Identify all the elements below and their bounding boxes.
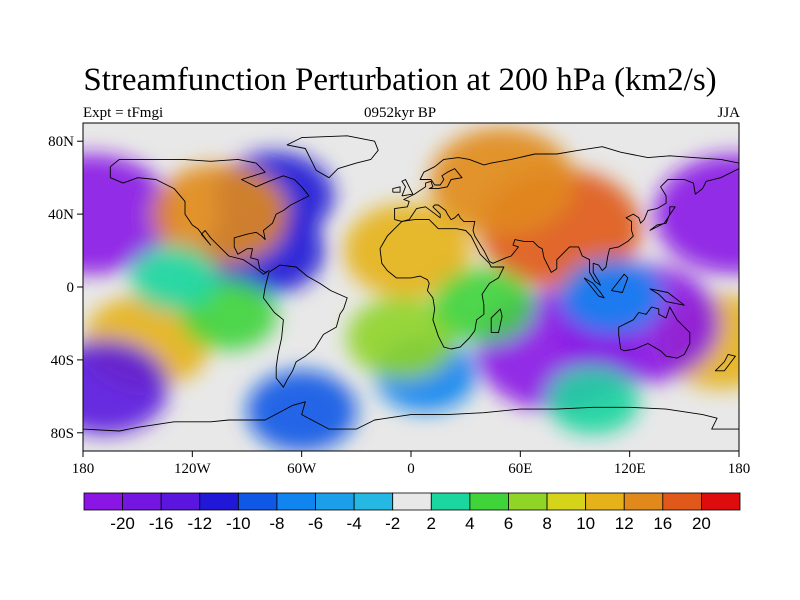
lon-tick-label: 120W: [174, 461, 212, 477]
colorbar-swatch-5: [237, 492, 278, 511]
coastline-10: [618, 306, 691, 359]
lat-tick-label: 40S: [51, 353, 74, 369]
colorbar-swatch-8: [353, 492, 394, 511]
colorbar-label: 4: [465, 514, 474, 533]
colorbar-swatch-6: [276, 492, 316, 511]
colorbar-swatch-12: [508, 492, 548, 511]
colorbar-swatch-17: [701, 492, 741, 511]
axis-ticks: 80N 40N 0 40S 80S 180 120W 60W 0 60E 120E 180: [48, 134, 750, 477]
colorbar-swatch-11: [469, 492, 509, 511]
anomaly-cell-20: [129, 245, 219, 311]
field-layer: [83, 127, 739, 451]
lat-tick-label: 80S: [51, 426, 74, 442]
colorbar-swatch-15: [623, 492, 664, 511]
coastline-1: [109, 158, 310, 275]
colorbar-label: -2: [385, 514, 400, 533]
colorbar-label: -6: [308, 514, 323, 533]
colorbar-label: -20: [110, 514, 135, 533]
time-label: 0952kyr BP: [363, 105, 437, 121]
anomaly-cell-17: [346, 297, 457, 379]
lon-tick-label: 120E: [614, 461, 646, 477]
anomaly-cell-8: [343, 203, 472, 298]
anomaly-cell-15: [546, 365, 640, 435]
anomaly-cell-5: [151, 163, 288, 265]
anomaly-cell-21: [83, 340, 169, 435]
lat-tick-label: 40N: [48, 207, 74, 223]
colorbar-label: 2: [427, 514, 436, 533]
colorbar-label: 8: [542, 514, 551, 533]
coastline-12: [611, 273, 629, 293]
coastline-5: [490, 308, 503, 334]
coastline-15: [714, 353, 736, 372]
coastline-2: [262, 264, 348, 388]
colorbar-swatch-10: [430, 492, 471, 511]
colorbar-label: 20: [692, 514, 711, 533]
colorbar-swatch-3: [160, 492, 201, 511]
coastline-4: [379, 219, 505, 350]
map-title: Streamfunction Perturbation at 200 hPa (…: [83, 62, 717, 98]
colorbar-label: 10: [576, 514, 595, 533]
coastline-8: [392, 186, 401, 193]
colorbar-swatch-16: [662, 492, 702, 511]
colorbar-label: -10: [226, 514, 251, 533]
coastline-9: [649, 206, 676, 231]
lat-tick-label: 80N: [48, 134, 74, 150]
colorbar-swatch-1: [83, 492, 123, 511]
colorbar-swatch-7: [315, 492, 355, 511]
coastline-7: [401, 179, 414, 197]
colorbar-swatch-13: [546, 492, 587, 511]
colorbar-label: 6: [504, 514, 513, 533]
coastline-14: [83, 401, 739, 432]
lon-tick-label: 60W: [287, 461, 317, 477]
colorbar-label: -16: [149, 514, 174, 533]
season-label: JJA: [717, 105, 740, 121]
colorbar-label: 12: [615, 514, 634, 533]
coastline-6: [394, 146, 739, 286]
experiment-label: Expt = tFmgi: [83, 105, 164, 121]
lon-tick-label: 0: [407, 461, 415, 477]
colorbar-label: -12: [187, 514, 212, 533]
colorbar: -20 -16 -12 -10 -8 -6 -4 -2 2 4 6 8 10 12 16 20: [83, 492, 741, 533]
coastline-3: [286, 135, 379, 179]
anomaly-cell-1: [83, 154, 174, 275]
lon-tick-label: 60E: [508, 461, 532, 477]
colorbar-swatch-9: [392, 492, 432, 511]
coastline-layer: [83, 135, 739, 432]
colorbar-label: -4: [347, 514, 362, 533]
anomaly-cell-2: [654, 154, 739, 275]
coastline-13: [649, 288, 685, 306]
anomaly-cell-7: [429, 127, 575, 235]
colorbar-label: 16: [653, 514, 672, 533]
lat-tick-label: 0: [67, 280, 75, 296]
lon-tick-label: 180: [728, 461, 751, 477]
colorbar-swatch-14: [585, 492, 625, 511]
anomaly-cell-14: [246, 370, 357, 451]
lon-tick-label: 180: [72, 461, 95, 477]
colorbar-swatch-4: [199, 492, 239, 511]
colorbar-label: -8: [269, 514, 284, 533]
anomaly-cell-13: [560, 258, 663, 334]
colorbar-swatch-2: [122, 492, 162, 511]
coastline-11: [583, 277, 605, 299]
